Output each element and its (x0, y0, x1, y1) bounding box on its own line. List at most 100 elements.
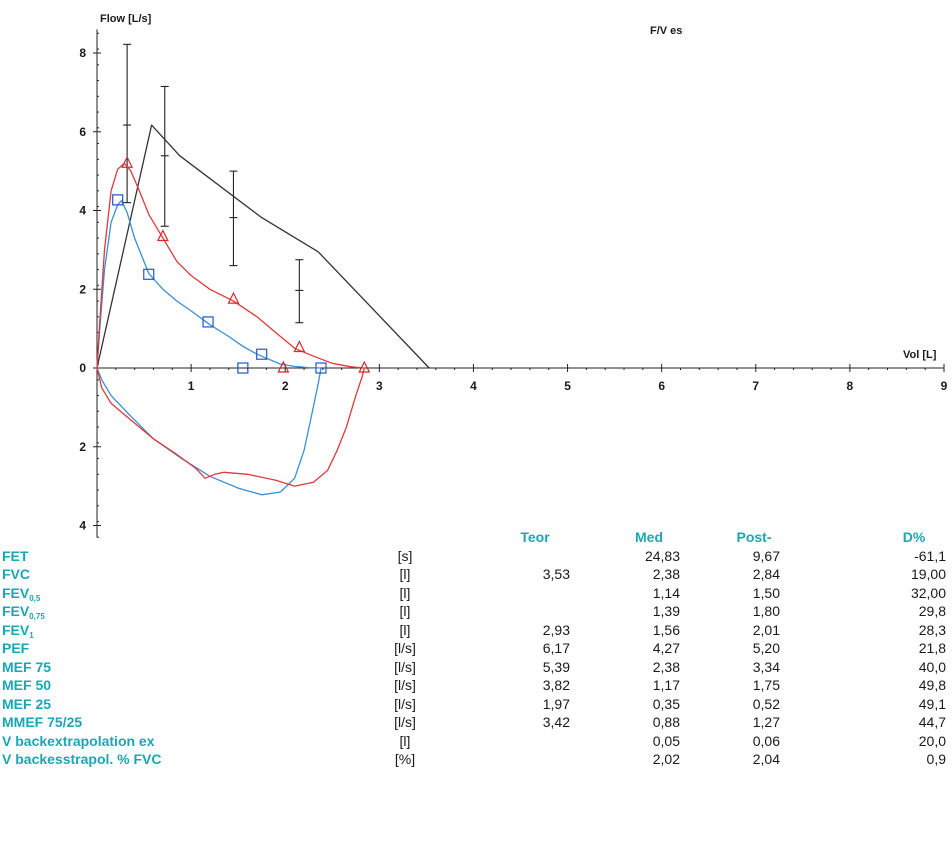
triangle-marker (227, 291, 240, 304)
x-tick-label: 6 (658, 379, 665, 393)
table-header: Teor Med Post- D% (0, 528, 952, 547)
parameter-name: V backextrapolation ex (2, 732, 155, 751)
x-axis-label: Vol [L] (903, 349, 937, 361)
teor-cell: 3,53 (542, 566, 570, 582)
med-cell: 2,02 (652, 751, 680, 767)
delta-cell: 44,7 (918, 714, 946, 730)
parameter-name: PEF (2, 639, 29, 658)
x-tick-label: 2 (282, 379, 289, 393)
square-marker (256, 348, 268, 360)
post-cell: 9,67 (752, 547, 780, 564)
delta-cell: 28,3 (918, 621, 946, 638)
delta-cell: 49,8 (918, 677, 946, 693)
unit-cell: [s] (397, 547, 413, 564)
unit-cell: [l/s] (394, 695, 416, 712)
med-cell: 24,83 (644, 547, 680, 564)
unit-cell: [l] (399, 621, 411, 638)
parameter-subscript: 0,5 (29, 593, 41, 603)
unit-cell: [l] (399, 732, 411, 749)
spirometry-table: Teor Med Post- D% FET [s] 24,83 9,67 -61,1 FV… (0, 528, 952, 769)
med-cell: 1,14 (652, 584, 680, 601)
table-row: PEF [l/s] 6,17 4,27 5,20 21,8 (0, 639, 952, 658)
series-lines (96, 124, 430, 496)
y-tick-label: 8 (79, 46, 86, 60)
header-teor: Teor (520, 529, 550, 545)
square-marker (237, 362, 249, 374)
x-tick-label: 5 (564, 379, 571, 393)
unit-cell: [l] (399, 566, 411, 582)
delta-cell: 29,8 (918, 603, 946, 619)
header-post: Post- (736, 529, 772, 545)
delta-cell: 20,0 (918, 732, 946, 749)
x-tick-label: 7 (752, 379, 759, 393)
teor-cell: 1,97 (542, 695, 570, 712)
chart-title: F/V es (650, 25, 682, 37)
square-marker (143, 268, 155, 280)
teor-cell: 3,82 (542, 677, 570, 693)
table-row: V backextrapolation ex [l] 0,05 0,06 20,0 (0, 732, 952, 751)
triangle-marker (293, 340, 306, 353)
post-cell: 2,84 (752, 566, 780, 582)
parameter-label: FEV (2, 603, 30, 619)
teor-cell: 5,39 (542, 658, 570, 675)
table-row: FVC [l] 3,53 2,38 2,84 19,00 (0, 565, 952, 584)
parameter-name: MEF 50 (2, 676, 51, 695)
post-cell: 5,20 (752, 640, 780, 656)
parameter-name: MEF 25 (2, 695, 51, 714)
parameter-label: MEF 75 (2, 658, 52, 675)
series-markers (112, 155, 371, 374)
triangle-marker (156, 229, 169, 242)
post-cell: 2,04 (752, 751, 780, 767)
table-row: FET [s] 24,83 9,67 -61,1 (0, 547, 952, 566)
series-line-post-insp (96, 367, 365, 487)
parameter-label: MMEF 75/25 (2, 714, 83, 730)
error-bars (123, 43, 304, 324)
parameter-label: FEV (2, 621, 30, 638)
med-cell: 1,56 (652, 621, 680, 638)
y-tick-label: 4 (79, 204, 86, 218)
delta-cell: 40,0 (918, 658, 946, 675)
post-cell: 1,75 (752, 677, 780, 693)
unit-cell: [l] (399, 584, 411, 601)
post-cell: 2,01 (752, 621, 780, 638)
x-tick-label: 3 (376, 379, 383, 393)
parameter-subscript: 1 (29, 630, 34, 640)
parameter-label: FEV (2, 584, 30, 601)
parameter-name: FVC (2, 565, 30, 584)
series-line-pre-exp (96, 200, 322, 369)
delta-cell: 19,00 (910, 566, 946, 582)
table-body: FET [s] 24,83 9,67 -61,1 FVC [l] 3,53 2,38 2,84 19… (0, 547, 952, 769)
med-cell: 0,88 (652, 714, 680, 730)
parameter-label: FVC (2, 566, 30, 582)
post-cell: 0,52 (752, 695, 780, 712)
table-row: MEF 25 [l/s] 1,97 0,35 0,52 49,1 (0, 695, 952, 714)
y-tick-label: 2 (79, 440, 86, 454)
parameter-label: PEF (2, 640, 30, 656)
flow-volume-chart: 1 2 3 4 5 6 7 8 9 8 6 4 2 0 2 4 Flow [L/s] F/V es Vol [… (79, 13, 948, 538)
y-tick-label: 2 (79, 282, 86, 296)
x-tick-label: 1 (188, 379, 195, 393)
delta-cell: 49,1 (918, 695, 946, 712)
parameter-label: MEF 25 (2, 695, 52, 712)
unit-cell: [l] (399, 603, 411, 619)
square-marker (315, 362, 327, 374)
unit-cell: [l/s] (394, 658, 416, 675)
post-cell: 0,06 (752, 732, 780, 749)
parameter-name: FEV0,5 (2, 584, 40, 609)
teor-cell: 6,17 (542, 640, 570, 656)
y-tick-label: 4 (79, 519, 86, 533)
y-axis-label: Flow [L/s] (100, 13, 152, 25)
post-cell: 3,34 (752, 658, 780, 675)
table-row: MEF 75 [l/s] 5,39 2,38 3,34 40,0 (0, 658, 952, 677)
med-cell: 2,38 (652, 658, 680, 675)
square-marker (112, 194, 124, 206)
parameter-label: FET (2, 547, 29, 564)
parameter-name: FET (2, 547, 28, 566)
parameter-name: MEF 75 (2, 658, 51, 677)
table-row: MEF 50 [l/s] 3,82 1,17 1,75 49,8 (0, 676, 952, 695)
parameter-label: MEF 50 (2, 677, 52, 693)
parameter-name: V backesstrapol. % FVC (2, 750, 162, 769)
y-tick-label: 6 (79, 125, 86, 139)
axes: 1 2 3 4 5 6 7 8 9 8 6 4 2 0 2 4 (79, 29, 948, 538)
post-cell: 1,27 (752, 714, 780, 730)
